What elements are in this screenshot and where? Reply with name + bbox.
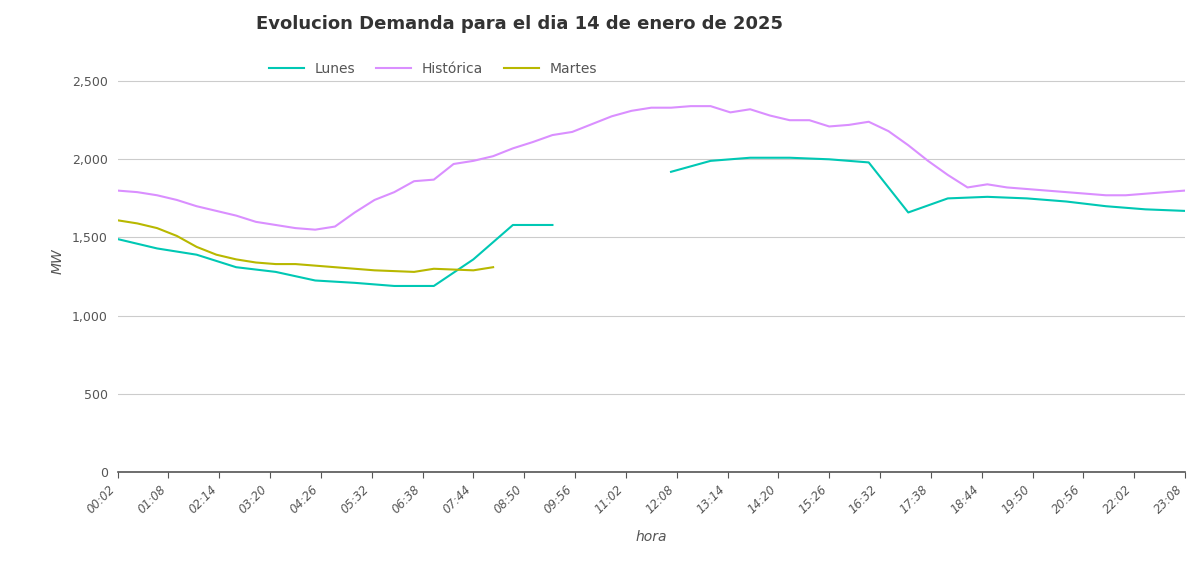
Lunes	[110, 236, 125, 243]
Histórica	[328, 223, 342, 230]
Y-axis label: MW: MW	[50, 248, 65, 274]
Lunes	[822, 156, 836, 163]
Lunes	[743, 154, 757, 161]
Lunes	[1020, 195, 1034, 202]
Lunes	[229, 263, 244, 270]
Lunes	[150, 245, 164, 252]
Lunes	[545, 222, 559, 229]
Martes	[367, 267, 382, 274]
Lunes	[1060, 198, 1074, 205]
Histórica	[684, 102, 698, 109]
Lunes	[427, 282, 442, 289]
Histórica	[526, 139, 540, 146]
Lunes	[782, 154, 797, 161]
Histórica	[1178, 187, 1193, 194]
Lunes	[308, 277, 323, 284]
Line: Lunes: Lunes	[118, 158, 1186, 286]
Lunes	[664, 168, 678, 175]
X-axis label: hora: hora	[636, 530, 667, 543]
Lunes	[901, 209, 916, 216]
Lunes	[1178, 208, 1193, 215]
Histórica	[1099, 192, 1114, 199]
Lunes	[348, 279, 362, 286]
Histórica	[308, 226, 323, 233]
Legend: Lunes, Histórica, Martes: Lunes, Histórica, Martes	[263, 57, 602, 82]
Lunes	[269, 268, 283, 275]
Martes	[308, 262, 323, 269]
Lunes	[941, 195, 955, 202]
Line: Martes: Martes	[118, 220, 493, 272]
Histórica	[229, 212, 244, 219]
Lunes	[980, 193, 995, 201]
Histórica	[110, 187, 125, 194]
Histórica	[1158, 189, 1172, 196]
Lunes	[388, 282, 402, 289]
Martes	[229, 256, 244, 263]
Lunes	[1099, 203, 1114, 210]
Martes	[110, 217, 125, 224]
Lunes	[190, 251, 204, 258]
Lunes	[862, 159, 876, 166]
Lunes	[1139, 206, 1153, 213]
Lunes	[505, 222, 520, 229]
Line: Histórica: Histórica	[118, 106, 1186, 230]
Histórica	[388, 189, 402, 196]
Lunes	[466, 256, 480, 263]
Text: Evolucion Demanda para el dia 14 de enero de 2025: Evolucion Demanda para el dia 14 de ener…	[257, 15, 784, 33]
Lunes	[703, 158, 718, 165]
